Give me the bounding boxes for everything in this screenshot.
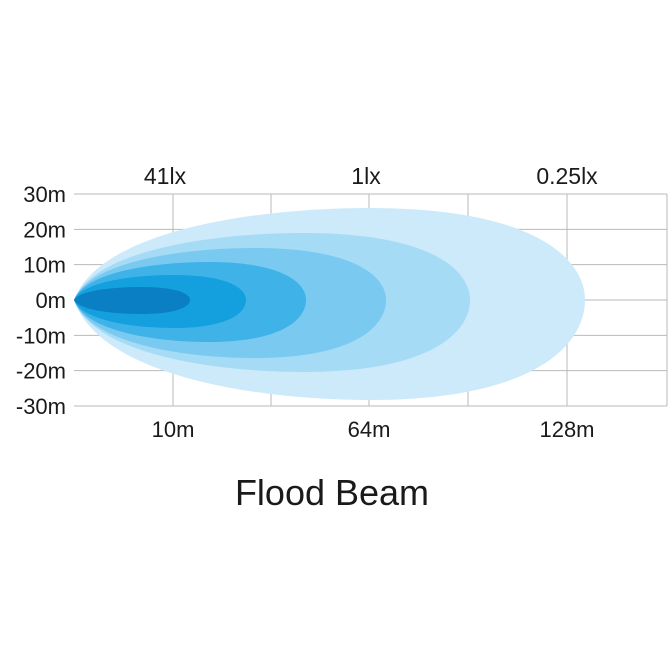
y-tick-label: 30m [23,182,66,207]
x-tick-label: 10m [152,417,195,442]
lux-labels: 41lx 1lx 0.25lx [144,163,598,189]
beam-contour-6 [74,287,190,314]
lux-label: 1lx [351,163,381,189]
chart-title: Flood Beam [235,472,429,513]
lux-label: 41lx [144,163,187,189]
lux-label: 0.25lx [536,163,598,189]
y-tick-label: 10m [23,253,66,278]
x-axis-ticks: 10m 64m 128m [152,417,595,442]
beam-pattern [74,208,585,400]
y-axis-ticks: 30m 20m 10m 0m -10m -20m -30m [16,182,66,419]
y-tick-label: 20m [23,217,66,242]
x-tick-label: 128m [539,417,594,442]
y-tick-label: -20m [16,359,66,384]
y-tick-label: -10m [16,323,66,348]
y-tick-label: -30m [16,394,66,419]
y-tick-label: 0m [35,288,66,313]
x-tick-label: 64m [348,417,391,442]
